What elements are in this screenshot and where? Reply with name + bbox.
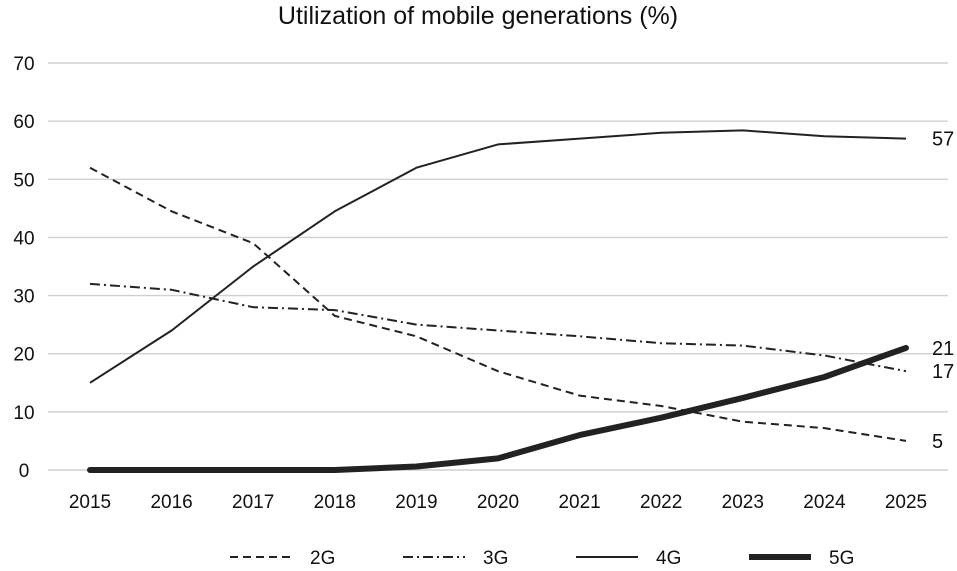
x-tick-label: 2024 <box>803 492 846 513</box>
end-label-5g: 21 <box>932 338 954 360</box>
legend: 2G 3G 4G 5G <box>230 548 854 569</box>
y-tick-label: 40 <box>13 228 34 249</box>
chart-title: Utilization of mobile generations (%) <box>278 2 678 30</box>
x-tick-label: 2017 <box>232 492 274 513</box>
series-line-5g <box>87 344 909 473</box>
y-tick-label: 60 <box>13 112 34 133</box>
end-label-4g: 57 <box>932 129 954 151</box>
y-tick-label: 50 <box>13 170 34 191</box>
x-tick-label: 2016 <box>150 492 192 513</box>
x-tick-label: 2021 <box>558 492 600 513</box>
y-tick-label: 20 <box>13 345 34 366</box>
series-line-3g <box>89 282 907 373</box>
series-line-2g <box>89 166 907 442</box>
end-label-2g: 5 <box>932 431 943 453</box>
x-tick-label: 2018 <box>314 492 356 513</box>
legend-label-3g: 3G <box>483 548 508 569</box>
series-lines <box>87 129 909 473</box>
x-tick-label: 2020 <box>477 492 519 513</box>
legend-label-4g: 4G <box>656 548 681 569</box>
y-axis-tick-labels: 0 10 20 30 40 50 60 70 <box>13 54 34 482</box>
series-line-4g <box>89 129 907 384</box>
x-tick-label: 2022 <box>640 492 682 513</box>
x-tick-label: 2019 <box>395 492 437 513</box>
y-tick-label: 0 <box>19 461 30 482</box>
legend-label-2g: 2G <box>310 548 335 569</box>
x-tick-label: 2023 <box>722 492 764 513</box>
legend-label-5g: 5G <box>829 548 854 569</box>
y-tick-label: 70 <box>13 54 34 75</box>
gridlines <box>48 62 948 471</box>
end-label-3g: 17 <box>932 361 954 383</box>
x-tick-label: 2025 <box>885 492 927 513</box>
y-tick-label: 10 <box>13 403 34 424</box>
y-tick-label: 30 <box>13 287 34 308</box>
x-tick-label: 2015 <box>69 492 111 513</box>
x-axis-tick-labels: 2015 2016 2017 2018 2019 2020 2021 2022 2023 2024… <box>69 492 927 513</box>
